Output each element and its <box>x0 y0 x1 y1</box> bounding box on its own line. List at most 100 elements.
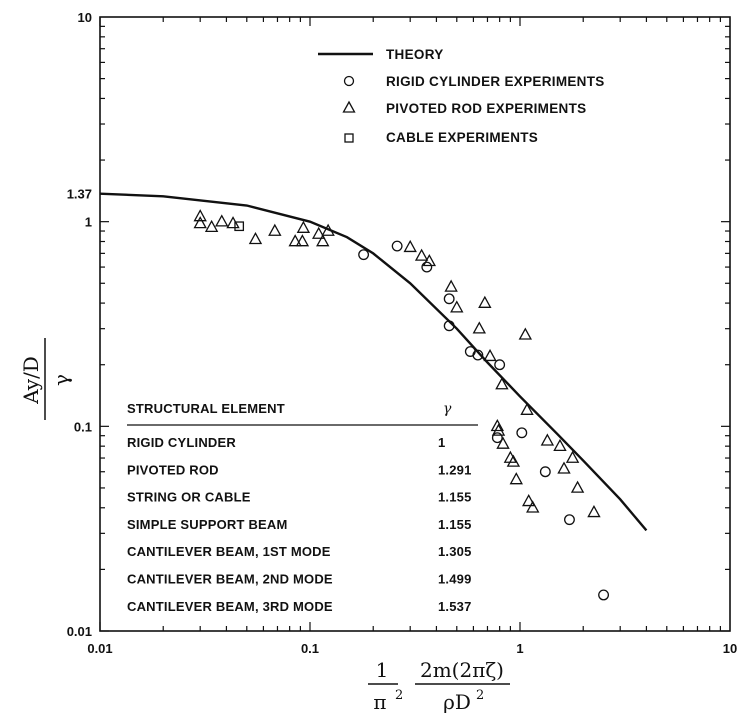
table-row-gamma: 1.537 <box>438 599 472 614</box>
pivoted-rod-point <box>553 438 567 452</box>
pivoted-rod-point <box>495 377 509 390</box>
table-row-gamma: 1.155 <box>438 490 472 505</box>
x-tick-label: 10 <box>723 641 737 656</box>
y-tick-label: 0.1 <box>74 419 92 434</box>
x-tick-label: 1 <box>516 641 523 656</box>
rigid-cylinder-point <box>598 589 610 601</box>
pivoted-rod-point <box>478 295 492 308</box>
x-label-frac2-num: 2m(2πζ) <box>420 658 504 682</box>
y-axis-label: Ay/D γ <box>19 338 73 420</box>
table-row-gamma: 1 <box>438 435 445 450</box>
pivoted-rod-point <box>414 248 429 261</box>
pivoted-rod-point <box>193 216 207 229</box>
cable-point <box>234 221 245 232</box>
legend-pivoted-marker <box>342 100 356 113</box>
x-label-frac1-num: 1 <box>376 658 389 682</box>
rigid-cylinder-point <box>491 432 503 444</box>
pivoted-rod-point <box>483 348 497 362</box>
pivoted-rod-point <box>422 253 437 267</box>
theory-curve <box>99 192 648 532</box>
pivoted-rod-point <box>204 219 219 233</box>
pivoted-rod-point <box>450 300 464 313</box>
legend-cable-marker <box>344 133 354 143</box>
y-axis-label-top: Ay/D <box>19 356 43 405</box>
pivoted-rod-point <box>248 231 263 245</box>
rigid-cylinder-point <box>391 240 403 252</box>
y-tick-label: 0.01 <box>67 624 92 639</box>
legend: THEORY RIGID CYLINDER EXPERIMENTS PIVOTE… <box>318 47 605 145</box>
pivoted-rod-point <box>491 423 506 436</box>
x-label-frac1-den: π <box>373 690 386 714</box>
rigid-cylinder-point <box>443 293 455 305</box>
x-label-frac2-den-sup: 2 <box>476 688 484 703</box>
pivoted-rod-point <box>288 234 302 247</box>
pivoted-rod-point <box>557 461 571 474</box>
table-row-gamma: 1.291 <box>438 462 472 477</box>
y-tick-label: 1.37 <box>67 187 92 202</box>
table-row-element: CANTILEVER BEAM, 1ST MODE <box>127 544 331 559</box>
pivoted-rod-point <box>518 327 533 340</box>
table-row-element: STRING OR CABLE <box>127 490 251 505</box>
legend-theory-label: THEORY <box>386 47 444 62</box>
rigid-cylinder-point <box>539 466 551 478</box>
table-rows: RIGID CYLINDER 1 PIVOTED ROD 1.291 STRING OR… <box>127 435 472 614</box>
rigid-cylinder-point <box>472 349 484 361</box>
pivoted-rod-point <box>570 480 585 493</box>
pivoted-rod-point <box>565 450 580 463</box>
data-markers <box>193 209 610 601</box>
pivoted-rod-point <box>321 223 335 236</box>
pivoted-rod-point <box>496 436 510 449</box>
table-row-gamma: 1.155 <box>438 517 472 532</box>
pivoted-rod-point <box>296 220 311 233</box>
legend-rigid-marker <box>343 75 355 87</box>
table-row-element: PIVOTED ROD <box>127 462 219 477</box>
pivoted-rod-point <box>295 234 310 247</box>
plot-frame <box>99 16 731 632</box>
table-row-gamma: 1.305 <box>438 544 472 559</box>
table-header-element: STRUCTURAL ELEMENT <box>127 401 285 416</box>
pivoted-rod-point <box>444 279 458 292</box>
y-axis-label-bottom: γ <box>49 374 73 386</box>
x-axis-label: 1 π 2 2m(2πζ) ρD 2 <box>368 658 510 714</box>
pivoted-rod-point <box>506 454 521 467</box>
table-row-element: CANTILEVER BEAM, 3RD MODE <box>127 599 333 614</box>
pivoted-rod-point <box>311 226 326 239</box>
legend-pivoted-label: PIVOTED ROD EXPERIMENTS <box>386 101 586 116</box>
pivoted-rod-point <box>509 472 523 485</box>
y-tick-label: 10 <box>78 10 92 25</box>
table-row-element: SIMPLE SUPPORT BEAM <box>127 517 288 532</box>
pivoted-rod-point <box>520 402 534 415</box>
axis-tick-labels: 0.01 0.1 1 10 0.01 0.1 1 1.37 10 <box>67 10 738 656</box>
pivoted-rod-point <box>526 500 540 513</box>
rigid-cylinder-point <box>564 514 575 526</box>
pivoted-rod-point <box>472 321 486 334</box>
pivoted-rod-point <box>316 234 330 247</box>
axis-ticks <box>99 17 730 632</box>
pivoted-rod-point <box>540 433 555 446</box>
pivoted-rod-point <box>490 418 505 432</box>
pivoted-rod-point <box>215 214 229 227</box>
x-tick-label: 0.1 <box>301 641 319 656</box>
rigid-cylinder-point <box>421 261 433 273</box>
pivoted-rod-point <box>521 493 536 507</box>
table-row-element: RIGID CYLINDER <box>127 435 236 450</box>
x-label-frac1-den-sup: 2 <box>395 688 403 703</box>
table-header-gamma: γ <box>443 401 452 417</box>
rigid-cylinder-point <box>494 359 506 371</box>
pivoted-rod-point <box>193 209 207 222</box>
legend-cable-label: CABLE EXPERIMENTS <box>386 130 538 145</box>
rigid-cylinder-point <box>516 427 528 439</box>
table-row-element: CANTILEVER BEAM, 2ND MODE <box>127 572 333 587</box>
rigid-cylinder-point <box>358 249 370 261</box>
x-label-frac2-den: ρD <box>443 690 471 714</box>
table-row-gamma: 1.499 <box>438 572 472 587</box>
legend-rigid-label: RIGID CYLINDER EXPERIMENTS <box>386 74 605 89</box>
structural-element-table: STRUCTURAL ELEMENT γ RIGID CYLINDER 1 PIVO… <box>127 401 478 614</box>
y-tick-label: 1 <box>85 215 92 230</box>
pivoted-rod-point <box>587 504 601 518</box>
pivoted-rod-point <box>403 239 417 253</box>
pivoted-rod-point <box>268 223 282 236</box>
rigid-cylinder-point <box>443 320 455 332</box>
x-tick-label: 0.01 <box>87 641 112 656</box>
